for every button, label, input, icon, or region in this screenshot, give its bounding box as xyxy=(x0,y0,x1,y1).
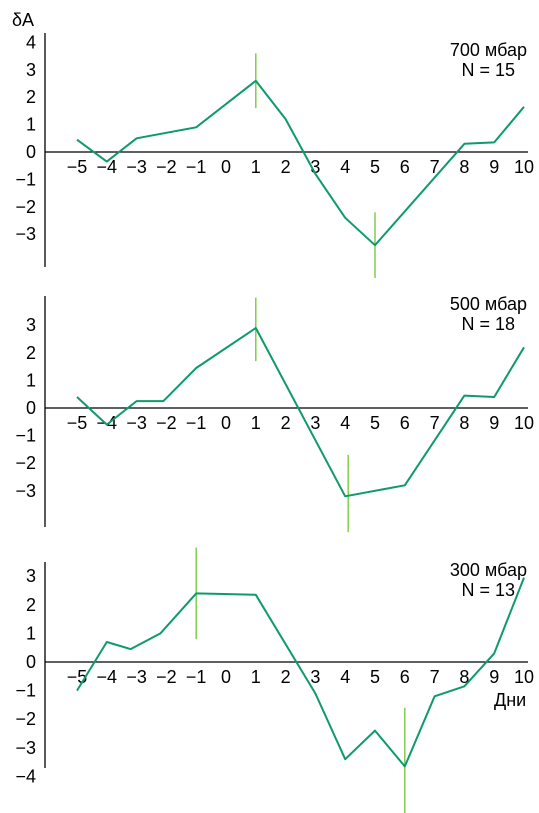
x-tick-label: −2 xyxy=(156,413,177,433)
x-tick-label: 9 xyxy=(489,413,499,433)
y-tick-label: 3 xyxy=(26,60,36,80)
x-tick-label: −1 xyxy=(186,157,207,177)
x-tick-label: −4 xyxy=(97,413,118,433)
y-tick-label: 3 xyxy=(26,315,36,335)
series-line xyxy=(76,79,525,247)
x-tick-label: 3 xyxy=(310,667,320,687)
x-tick-label: 2 xyxy=(281,157,291,177)
x-tick-label: −1 xyxy=(186,667,207,687)
x-tick-label: 3 xyxy=(310,413,320,433)
x-tick-label: 8 xyxy=(459,667,469,687)
x-tick-label: −5 xyxy=(67,157,88,177)
y-tick-label: 4 xyxy=(26,32,36,52)
x-tick-label: −3 xyxy=(126,157,147,177)
x-tick-label: 7 xyxy=(430,157,440,177)
y-tick-label: −1 xyxy=(15,681,36,701)
y-tick-label: 1 xyxy=(26,623,36,643)
x-tick-label: 8 xyxy=(459,413,469,433)
y-tick-label: −2 xyxy=(15,197,36,217)
y-tick-label: 2 xyxy=(26,343,36,363)
y-tick-label: −3 xyxy=(15,481,36,501)
y-tick-label: 1 xyxy=(26,115,36,135)
series-line xyxy=(76,577,525,768)
y-tick-label: 1 xyxy=(26,370,36,390)
y-tick-label: −1 xyxy=(15,169,36,189)
x-tick-label: 0 xyxy=(221,413,231,433)
x-tick-label: −3 xyxy=(126,413,147,433)
x-tick-label: 6 xyxy=(400,667,410,687)
pressure-label: 300 мбар xyxy=(450,560,527,580)
x-tick-label: 4 xyxy=(340,157,350,177)
y-tick-label: 0 xyxy=(26,652,36,672)
x-tick-label: 0 xyxy=(221,157,231,177)
x-tick-label: 9 xyxy=(489,667,499,687)
x-tick-label: −2 xyxy=(156,667,177,687)
x-tick-label: 7 xyxy=(430,413,440,433)
n-label: N = 18 xyxy=(461,314,515,334)
n-label: N = 13 xyxy=(461,580,515,600)
y-tick-label: −4 xyxy=(15,766,36,786)
x-tick-label: 10 xyxy=(514,413,534,433)
x-tick-label: 8 xyxy=(459,157,469,177)
x-tick-label: 1 xyxy=(251,157,261,177)
y-tick-label: −2 xyxy=(15,709,36,729)
x-tick-label: 1 xyxy=(251,413,261,433)
y-tick-label: 0 xyxy=(26,142,36,162)
y-tick-label: 3 xyxy=(26,566,36,586)
x-tick-label: −4 xyxy=(97,667,118,687)
x-tick-label: 10 xyxy=(514,157,534,177)
pressure-label: 500 мбар xyxy=(450,294,527,314)
x-tick-label: 5 xyxy=(370,413,380,433)
y-axis-label: δA xyxy=(12,10,34,30)
x-tick-label: −2 xyxy=(156,157,177,177)
y-tick-label: 0 xyxy=(26,398,36,418)
x-tick-label: 1 xyxy=(251,667,261,687)
x-tick-label: 4 xyxy=(340,667,350,687)
x-tick-label: 9 xyxy=(489,157,499,177)
y-tick-label: −2 xyxy=(15,453,36,473)
x-tick-label: 2 xyxy=(281,667,291,687)
y-tick-label: −3 xyxy=(15,224,36,244)
n-label: N = 15 xyxy=(461,60,515,80)
x-tick-label: −5 xyxy=(67,413,88,433)
x-tick-label: 7 xyxy=(430,667,440,687)
x-tick-label: 4 xyxy=(340,413,350,433)
x-tick-label: 5 xyxy=(370,157,380,177)
x-tick-label: 10 xyxy=(514,667,534,687)
x-tick-label: 3 xyxy=(310,157,320,177)
x-tick-label: 5 xyxy=(370,667,380,687)
x-tick-label: 0 xyxy=(221,667,231,687)
x-tick-label: 2 xyxy=(281,413,291,433)
x-axis-label: Дни xyxy=(494,690,526,710)
pressure-label: 700 мбар xyxy=(450,40,527,60)
y-tick-label: −1 xyxy=(15,426,36,446)
y-tick-label: −3 xyxy=(15,738,36,758)
x-tick-label: −1 xyxy=(186,413,207,433)
x-tick-label: −4 xyxy=(97,157,118,177)
x-tick-label: −3 xyxy=(126,667,147,687)
series-line xyxy=(76,327,525,498)
x-tick-label: 6 xyxy=(400,413,410,433)
x-tick-label: 6 xyxy=(400,157,410,177)
y-tick-label: 2 xyxy=(26,595,36,615)
y-tick-label: 2 xyxy=(26,87,36,107)
